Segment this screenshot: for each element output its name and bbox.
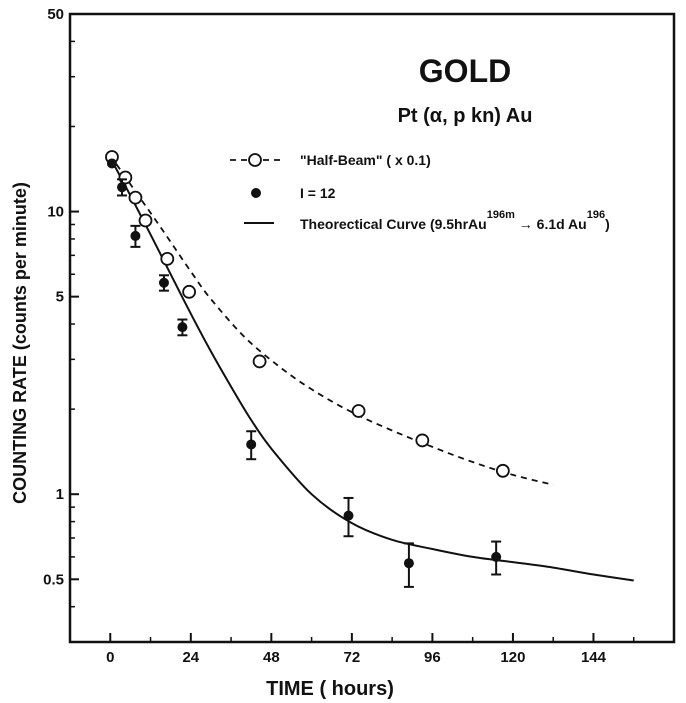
y-tick-label: 1 xyxy=(56,486,64,503)
legend-arrow: → xyxy=(515,216,537,232)
x-tick-label: 96 xyxy=(424,649,441,666)
y-tick-label: 5 xyxy=(56,289,64,306)
i12-point xyxy=(343,510,354,521)
legend-theory-sup2: 196 xyxy=(587,209,605,221)
half-beam-fit-curve xyxy=(109,154,554,486)
x-tick-label: 120 xyxy=(500,649,525,666)
half-beam-point xyxy=(351,404,366,418)
x-axis-ticks: 0 24 48 72 96 120 144 xyxy=(106,633,635,666)
i12-point xyxy=(117,182,128,193)
legend-label-i12: I = 12 xyxy=(300,185,336,201)
x-tick-label: 0 xyxy=(106,649,114,666)
legend-open-circle-marker xyxy=(248,153,262,167)
y-tick-label: 50 xyxy=(47,6,64,23)
legend-theory-suffix: ) xyxy=(605,216,610,232)
x-tick-label: 24 xyxy=(182,649,199,666)
legend-filled-circle-marker xyxy=(251,188,261,198)
x-tick-label: 144 xyxy=(581,649,607,666)
theoretical-curve xyxy=(109,157,634,582)
i12-point xyxy=(158,277,169,288)
legend: "Half-Beam" ( x 0.1) I = 12 Theorectical… xyxy=(230,152,610,232)
legend-theory-sup1: 196m xyxy=(487,209,515,221)
legend-theory-prefix: Theorectical Curve (9.5hrAu xyxy=(300,216,487,232)
y-axis-label: COUNTING RATE (counts per minute) xyxy=(10,182,30,504)
half-beam-point xyxy=(160,252,175,266)
half-beam-point xyxy=(252,354,267,369)
half-beam-point xyxy=(128,190,143,205)
chart-title: GOLD xyxy=(419,53,511,89)
x-tick-label: 48 xyxy=(263,649,280,666)
half-beam-point xyxy=(138,213,153,228)
plot-frame xyxy=(68,12,676,644)
legend-label-theory: Theorectical Curve (9.5hrAu196m → 6.1d A… xyxy=(300,209,610,232)
x-axis-label: TIME ( hours) xyxy=(266,678,394,700)
i12-point xyxy=(106,158,117,169)
chart-subtitle: Pt (α, p kn) Au xyxy=(398,105,533,127)
legend-theory-mid: 6.1d Au xyxy=(537,216,587,232)
half-beam-point xyxy=(495,463,510,478)
i12-point xyxy=(130,230,141,241)
legend-label-half-beam: "Half-Beam" ( x 0.1) xyxy=(300,152,431,168)
y-tick-label: 0.5 xyxy=(43,571,64,588)
half-beam-point xyxy=(182,284,197,299)
i12-point xyxy=(246,439,257,450)
i12-point xyxy=(403,558,414,569)
half-beam-point xyxy=(415,433,430,448)
y-axis-ticks: 50 10 5 1 0.5 xyxy=(43,6,79,608)
i12-point xyxy=(491,551,502,562)
x-tick-label: 72 xyxy=(344,649,361,666)
series-layer xyxy=(105,150,634,588)
i12-point xyxy=(177,322,188,333)
y-tick-label: 10 xyxy=(47,204,64,221)
